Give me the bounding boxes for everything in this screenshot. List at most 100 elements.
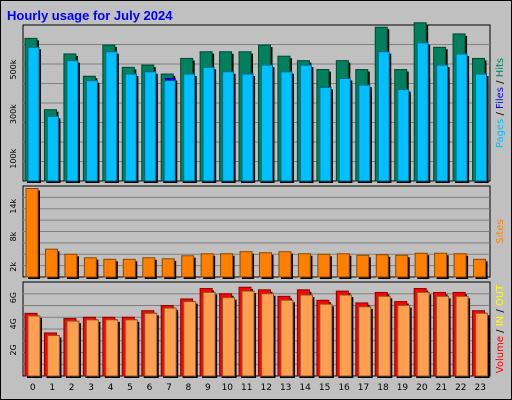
x-tick-label-5: 5 xyxy=(127,383,133,393)
panel-hits-files-pages-tick-label-0: 100k xyxy=(9,148,18,168)
pages-bar-20 xyxy=(416,42,429,182)
panel-hits-files-pages-ylabel-part-3: / xyxy=(495,77,506,87)
x-tick-label-22: 22 xyxy=(455,383,466,393)
chart-title: Hourly usage for July 2024 xyxy=(7,8,173,23)
x-tick-label-21: 21 xyxy=(436,383,447,393)
out-bar-4 xyxy=(105,319,119,377)
pages-bar-2 xyxy=(66,60,79,182)
x-tick-label-9: 9 xyxy=(205,383,211,393)
out-bar-2 xyxy=(66,320,80,377)
x-tick-label-1: 1 xyxy=(49,383,55,393)
panel-sites-tick-label-1: 8k xyxy=(9,231,18,241)
panel-hits-files-pages: 100k 300k 500k Pages / Files / Hits xyxy=(9,22,506,184)
x-tick-label-6: 6 xyxy=(147,383,153,393)
sites-bar-12 xyxy=(259,252,272,278)
panel-hits-files-pages-tick-label-1: 300k xyxy=(9,104,18,124)
out-bar-22 xyxy=(455,295,469,377)
out-bar-8 xyxy=(183,301,197,377)
panel-volume-tick-label-1: 4G xyxy=(9,318,18,329)
panel-volume-ylabel-part-3: / xyxy=(495,306,506,316)
panel-volume-tick-label-2: 6G xyxy=(9,292,18,303)
x-tick-label-17: 17 xyxy=(358,383,369,393)
pages-bar-8 xyxy=(183,73,196,182)
panel-volume-ylabel-part-0: Volume xyxy=(495,336,506,373)
sites-bar-0 xyxy=(25,188,39,278)
pages-bar-12 xyxy=(261,64,273,182)
x-tick-label-14: 14 xyxy=(299,383,311,393)
x-tick-label-11: 11 xyxy=(241,383,252,393)
out-bar-17 xyxy=(358,306,372,377)
x-tick-label-3: 3 xyxy=(88,383,94,393)
x-tick-label-10: 10 xyxy=(222,383,234,393)
sites-bar-18 xyxy=(375,254,389,278)
panel-volume-ylabel: Volume / IN / OUT xyxy=(495,284,506,373)
pages-bar-11 xyxy=(241,73,254,182)
x-tick-label-15: 15 xyxy=(319,383,330,393)
pages-bar-9 xyxy=(202,66,215,182)
panel-volume: 2G 4G 6G Volume / IN / OUT xyxy=(9,281,506,378)
sites-bar-7 xyxy=(161,258,175,278)
x-tick-label-23: 23 xyxy=(475,383,486,393)
x-axis-labels: 0 1 2 3 4 5 6 7 8 9 10 11 12 13 14 15 16 17 18 19 20 21 22 23 xyxy=(30,383,486,393)
out-bar-23 xyxy=(475,312,489,377)
pages-bar-23 xyxy=(475,73,488,182)
out-bar-1 xyxy=(46,335,60,377)
panel-hits-files-pages-ylabel-part-0: Pages xyxy=(495,119,506,148)
out-bar-15 xyxy=(319,303,333,377)
sites-bar-14 xyxy=(297,253,311,278)
pages-bar-10 xyxy=(222,71,235,182)
pages-bar-4 xyxy=(105,51,118,182)
sites-bar-23 xyxy=(473,258,487,278)
panel-volume-tick-label-0: 2G xyxy=(9,344,18,355)
panel-volume-ylabel-part-2: IN xyxy=(495,316,506,326)
sites-bar-20 xyxy=(414,252,428,278)
pages-bar-14 xyxy=(299,64,312,182)
panel-sites: 2k 8k 14k Sites xyxy=(9,185,506,279)
x-tick-label-18: 18 xyxy=(377,383,389,393)
x-tick-label-8: 8 xyxy=(186,383,192,393)
pages-bar-3 xyxy=(85,80,98,182)
sites-bar-6 xyxy=(142,257,156,278)
out-bar-16 xyxy=(338,294,352,377)
sites-bar-17 xyxy=(356,254,370,278)
sites-bar-8 xyxy=(181,255,195,278)
pages-bar-1 xyxy=(46,115,59,182)
x-tick-label-16: 16 xyxy=(338,383,350,393)
out-bar-6 xyxy=(144,312,158,377)
sites-bar-11 xyxy=(239,251,253,278)
sites-bar-5 xyxy=(122,258,136,278)
sites-bar-19 xyxy=(395,254,409,278)
out-bar-10 xyxy=(222,297,236,377)
pages-bar-5 xyxy=(124,73,137,182)
sites-bar-15 xyxy=(317,253,331,278)
sites-bar-1 xyxy=(44,248,58,278)
out-bar-13 xyxy=(280,299,294,377)
panel-sites-tick-label-2: 14k xyxy=(9,198,18,213)
sites-bar-3 xyxy=(83,257,97,278)
out-bar-21 xyxy=(436,295,450,377)
pages-bar-7 xyxy=(163,80,176,182)
pages-bar-19 xyxy=(397,89,410,182)
panel-hits-files-pages-ylabel-part-4: Hits xyxy=(495,58,506,77)
out-bar-14 xyxy=(299,294,313,377)
panel-volume-ylabel-part-4: OUT xyxy=(495,284,506,306)
pages-bar-18 xyxy=(377,51,390,182)
sites-bar-9 xyxy=(200,253,214,278)
out-bar-9 xyxy=(202,291,216,377)
pages-bar-0 xyxy=(27,46,40,182)
out-bar-12 xyxy=(261,293,274,377)
x-tick-label-12: 12 xyxy=(261,383,272,393)
out-bar-0 xyxy=(27,315,41,377)
x-tick-label-13: 13 xyxy=(280,383,291,393)
sites-bar-2 xyxy=(64,253,78,278)
out-bar-11 xyxy=(241,290,255,377)
out-bar-5 xyxy=(124,319,138,377)
pages-bar-6 xyxy=(144,71,157,182)
out-bar-3 xyxy=(85,319,99,377)
x-tick-label-0: 0 xyxy=(30,383,36,393)
out-bar-7 xyxy=(163,307,177,377)
pages-bar-21 xyxy=(436,64,449,182)
sites-bar-21 xyxy=(434,252,448,278)
panel-hits-files-pages-ylabel-part-2: Files xyxy=(495,87,506,109)
